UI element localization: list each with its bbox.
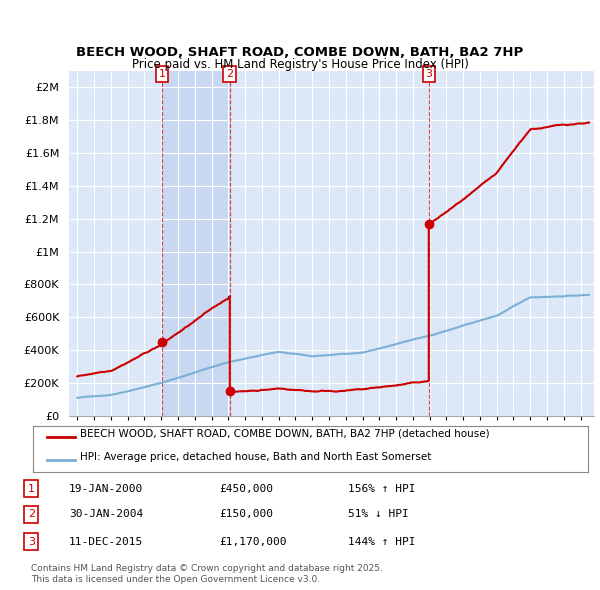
Text: Price paid vs. HM Land Registry's House Price Index (HPI): Price paid vs. HM Land Registry's House … bbox=[131, 58, 469, 71]
Text: 144% ↑ HPI: 144% ↑ HPI bbox=[348, 537, 415, 546]
Text: This data is licensed under the Open Government Licence v3.0.: This data is licensed under the Open Gov… bbox=[31, 575, 320, 584]
Text: BEECH WOOD, SHAFT ROAD, COMBE DOWN, BATH, BA2 7HP: BEECH WOOD, SHAFT ROAD, COMBE DOWN, BATH… bbox=[76, 46, 524, 59]
Bar bbox=[162, 71, 230, 416]
Text: 30-JAN-2004: 30-JAN-2004 bbox=[69, 510, 143, 519]
Text: £1,170,000: £1,170,000 bbox=[219, 537, 287, 546]
Text: BEECH WOOD, SHAFT ROAD, COMBE DOWN, BATH, BA2 7HP (detached house): BEECH WOOD, SHAFT ROAD, COMBE DOWN, BATH… bbox=[80, 429, 490, 439]
Text: HPI: Average price, detached house, Bath and North East Somerset: HPI: Average price, detached house, Bath… bbox=[80, 452, 431, 462]
Text: 3: 3 bbox=[425, 69, 432, 79]
Text: £450,000: £450,000 bbox=[219, 484, 273, 493]
Text: £150,000: £150,000 bbox=[219, 510, 273, 519]
Text: 2: 2 bbox=[28, 510, 35, 519]
Text: 3: 3 bbox=[28, 537, 35, 546]
Text: 1: 1 bbox=[158, 69, 166, 79]
Text: 19-JAN-2000: 19-JAN-2000 bbox=[69, 484, 143, 493]
Text: 11-DEC-2015: 11-DEC-2015 bbox=[69, 537, 143, 546]
Text: 1: 1 bbox=[28, 484, 35, 493]
Text: 156% ↑ HPI: 156% ↑ HPI bbox=[348, 484, 415, 493]
Text: 51% ↓ HPI: 51% ↓ HPI bbox=[348, 510, 409, 519]
Text: 2: 2 bbox=[226, 69, 233, 79]
Text: Contains HM Land Registry data © Crown copyright and database right 2025.: Contains HM Land Registry data © Crown c… bbox=[31, 565, 383, 573]
